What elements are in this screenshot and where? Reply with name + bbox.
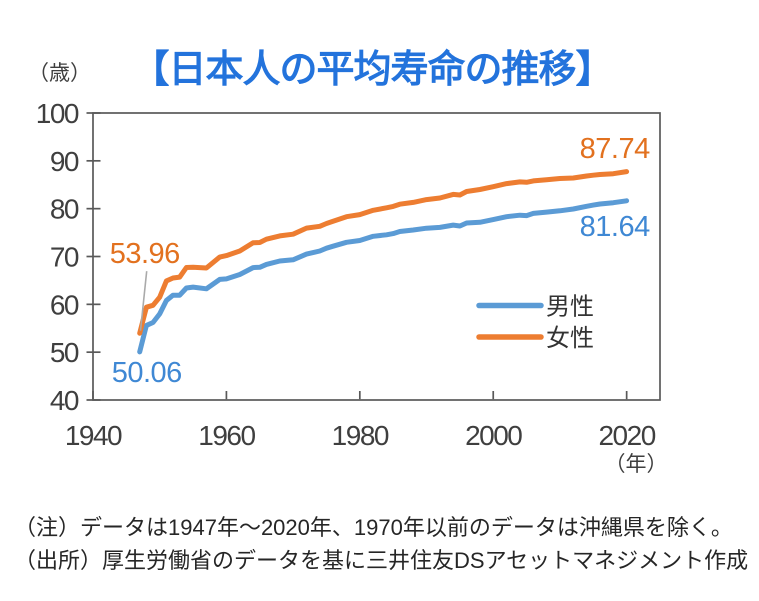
y-tick-label: 40 xyxy=(50,385,79,416)
x-tick-label: 1960 xyxy=(198,420,255,451)
y-tick-label: 60 xyxy=(50,289,79,320)
y-tick-label: 80 xyxy=(50,194,79,225)
life-expectancy-line-chart: 100 90 80 70 60 50 40 1940 1960 1980 2000 2020（年） 男性… xyxy=(36,98,668,476)
data-label-male-2020: 81.64 xyxy=(580,211,650,243)
data-label-male-1947: 50.06 xyxy=(112,357,182,389)
series-line-male xyxy=(137,198,630,355)
legend-label-female: 女性 xyxy=(546,325,594,352)
chart-title: 【日本人の平均寿命の推移】 xyxy=(131,49,613,91)
note-line-source-period: （注）データは1947年～2020年、1970年以前のデータは沖縄県を除く。 xyxy=(14,515,733,540)
footnotes: （注）データは1947年～2020年、1970年以前のデータは沖縄県を除く。 （… xyxy=(14,511,748,577)
y-tick-label: 90 xyxy=(50,146,79,177)
x-tick-label: 2000 xyxy=(465,420,522,451)
x-tick-label: 1940 xyxy=(65,420,122,451)
y-tick-label: 100 xyxy=(36,98,79,129)
data-label-female-2020: 87.74 xyxy=(580,133,650,165)
y-axis-unit-label: （歳） xyxy=(28,62,91,85)
y-tick-label: 70 xyxy=(50,242,79,273)
x-tick-label: 2020 xyxy=(598,420,655,451)
x-tick-label: 1980 xyxy=(332,420,389,451)
note-line-attribution: （出所）厚生労働省のデータを基に三井住友DSアセットマネジメント作成 xyxy=(14,548,749,573)
annotation-leader-line xyxy=(139,271,148,331)
y-tick-label: 50 xyxy=(50,337,79,368)
x-axis-unit-label: （年） xyxy=(605,453,668,476)
legend-label-male: 男性 xyxy=(546,294,594,321)
series-line-female xyxy=(137,169,630,336)
data-label-female-1947: 53.96 xyxy=(110,238,180,270)
